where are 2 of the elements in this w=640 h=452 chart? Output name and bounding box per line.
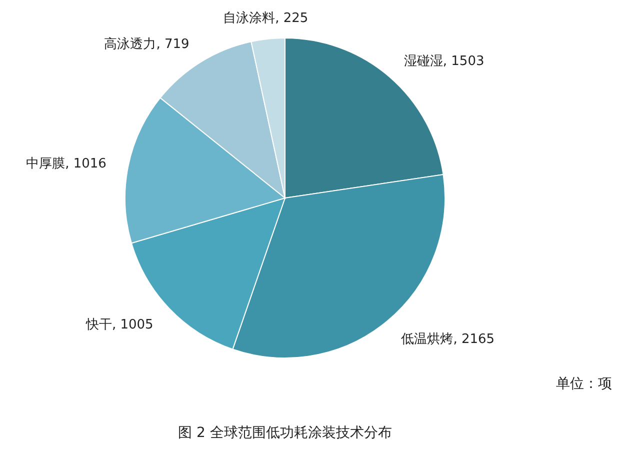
text: 单位：项 (556, 376, 612, 392)
text: 图 2 全球范围低功耗涂装技术分布 (178, 425, 392, 441)
